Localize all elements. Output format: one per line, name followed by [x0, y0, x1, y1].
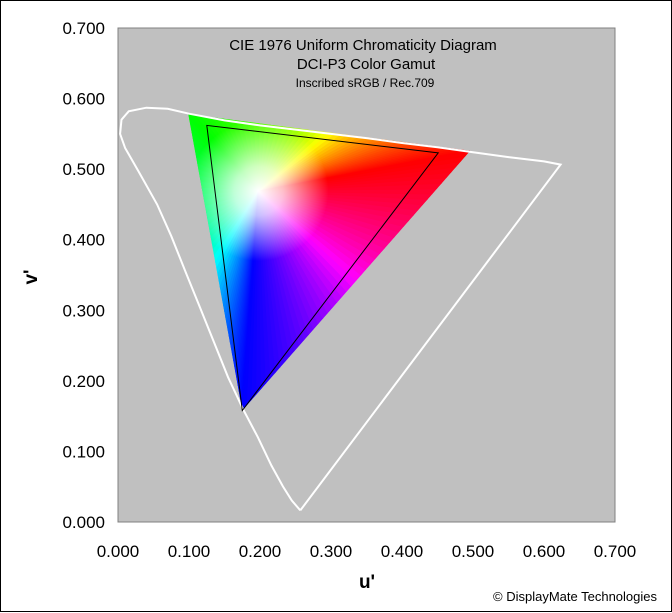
y-tick-label: 0.700	[62, 19, 105, 38]
white-point-glow	[188, 121, 329, 262]
x-tick-label: 0.500	[452, 542, 495, 561]
x-tick-label: 0.100	[168, 542, 211, 561]
y-axis-title: v'	[21, 269, 42, 284]
color-wedge	[258, 150, 471, 192]
y-tick-label: 0.000	[62, 513, 105, 532]
x-tick-label: 0.300	[310, 542, 353, 561]
y-axis-ticks: 0.000 0.100 0.200 0.300 0.400 0.500 0.600 0.700	[62, 19, 105, 532]
copyright-notice: © DisplayMate Technologies	[493, 589, 657, 604]
y-tick-label: 0.500	[62, 160, 105, 179]
x-tick-label: 0.000	[97, 542, 140, 561]
dci-p3-color-fill	[188, 114, 471, 411]
y-tick-label: 0.300	[62, 301, 105, 320]
x-tick-label: 0.600	[523, 542, 566, 561]
chart-subtitle-secondary: Inscribed sRGB / Rec.709	[296, 76, 435, 90]
plot-area	[117, 27, 616, 523]
y-tick-label: 0.100	[62, 442, 105, 461]
y-tick-label: 0.200	[62, 372, 105, 391]
srgb-gamut-triangle	[206, 124, 440, 412]
x-axis-ticks: 0.000 0.100 0.200 0.300 0.400 0.500 0.600 0.700	[97, 542, 637, 561]
chart-subtitle: DCI-P3 Color Gamut	[297, 56, 436, 73]
y-tick-label: 0.600	[62, 90, 105, 109]
chart-title: CIE 1976 Uniform Chromaticity Diagram	[229, 37, 497, 54]
spectral-locus	[119, 106, 563, 512]
y-tick-label: 0.400	[62, 231, 105, 250]
x-tick-label: 0.400	[381, 542, 424, 561]
x-axis-title: u'	[359, 572, 375, 593]
x-tick-label: 0.700	[594, 542, 637, 561]
x-tick-label: 0.200	[239, 542, 282, 561]
